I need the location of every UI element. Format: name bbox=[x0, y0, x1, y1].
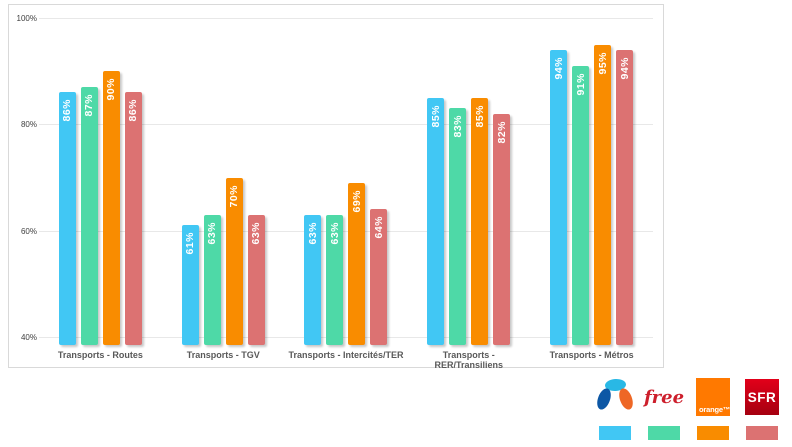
bar-sfr: 64% bbox=[370, 209, 388, 345]
bar-group: 63% 63% 69% 64% bbox=[285, 18, 408, 345]
free-logo-text: free bbox=[643, 386, 685, 408]
category-label: Transports - Routes bbox=[57, 350, 143, 360]
legend-swatch-bouygues bbox=[599, 426, 631, 440]
bar-sfr: 86% bbox=[124, 92, 142, 345]
bar-value-label: 63% bbox=[250, 221, 263, 245]
bar-value-label: 82% bbox=[495, 120, 508, 144]
bar-orange: 90% bbox=[102, 71, 120, 345]
bar-value-label: 63% bbox=[306, 221, 319, 245]
bar-value-label: 95% bbox=[596, 51, 609, 75]
bouygues-ellipse bbox=[616, 386, 636, 412]
legend-swatch-orange bbox=[697, 426, 729, 440]
bar-orange: 69% bbox=[348, 182, 366, 345]
bar-value-label: 70% bbox=[228, 184, 241, 208]
bar-group: 94% 91% 95% 94% bbox=[530, 18, 653, 345]
bar-value-label: 64% bbox=[372, 216, 385, 239]
bar-value-label: 63% bbox=[328, 221, 341, 245]
legend-item-free: free bbox=[643, 377, 685, 440]
sfr-logo-text: SFR bbox=[745, 379, 779, 415]
bar-value-label: 69% bbox=[350, 189, 363, 213]
bar-bouygues-telecom: 85% bbox=[427, 97, 445, 345]
bar-value-label: 90% bbox=[105, 78, 118, 101]
bar-bouygues-telecom: 86% bbox=[58, 92, 76, 345]
bar-free: 83% bbox=[449, 108, 467, 345]
legend-swatch-free bbox=[648, 426, 680, 440]
bar-orange: 70% bbox=[225, 177, 243, 345]
gridline bbox=[39, 337, 653, 338]
legend-item-orange: orange™ bbox=[694, 377, 732, 440]
bar-value-label: 86% bbox=[127, 99, 140, 122]
bar-value-label: 63% bbox=[206, 221, 219, 245]
bar-group: 61% 63% 70% 63% bbox=[162, 18, 285, 345]
operator-legend: free orange™ SFR bbox=[594, 377, 781, 440]
bar-value-label: 85% bbox=[429, 104, 442, 128]
bouygues-telecom-logo bbox=[594, 377, 636, 417]
gridline bbox=[39, 18, 653, 19]
plot-area: 86% 87% 90% 86% 61% 63% 70% 63% 63% 63% 69% 64% 85% 8… bbox=[39, 18, 653, 345]
bar-sfr: 82% bbox=[493, 113, 511, 345]
gridline bbox=[39, 124, 653, 126]
bar-free: 91% bbox=[572, 65, 590, 345]
bar-value-label: 94% bbox=[618, 56, 631, 80]
bar-value-label: 61% bbox=[184, 232, 197, 255]
bar-value-label: 83% bbox=[451, 115, 464, 138]
bar-value-label: 94% bbox=[552, 56, 565, 80]
y-tick-label: 60% bbox=[20, 226, 37, 236]
bar-sfr: 63% bbox=[247, 214, 265, 345]
bar-group: 86% 87% 90% 86% bbox=[39, 18, 162, 345]
bar-orange: 95% bbox=[594, 44, 612, 345]
orange-logo-text: orange™ bbox=[699, 405, 731, 414]
bar-free: 87% bbox=[80, 87, 98, 345]
bar-free: 63% bbox=[203, 214, 221, 345]
category-label: Transports - TGV bbox=[186, 350, 260, 360]
legend-item-bouygues bbox=[594, 377, 636, 440]
category-label: Transports - Métros bbox=[549, 350, 634, 360]
y-tick-label: 40% bbox=[20, 333, 37, 342]
bar-free: 63% bbox=[326, 214, 344, 345]
bar-bouygues-telecom: 94% bbox=[550, 49, 568, 345]
legend-swatch-sfr bbox=[746, 426, 778, 440]
category-label: Transports - RER/Transiliens bbox=[434, 350, 504, 370]
bar-value-label: 87% bbox=[83, 94, 96, 117]
bar-bouygues-telecom: 63% bbox=[304, 214, 322, 345]
bar-bouygues-telecom: 61% bbox=[181, 225, 199, 345]
bar-group: 85% 83% 85% 82% bbox=[407, 18, 530, 345]
bar-orange: 85% bbox=[471, 97, 489, 345]
free-logo: free bbox=[643, 377, 685, 417]
sfr-logo: SFR bbox=[743, 377, 781, 417]
y-tick-label: 80% bbox=[20, 120, 37, 130]
bar-value-label: 85% bbox=[473, 104, 486, 128]
x-axis-labels: Transports - Routes Transports - TGV Trans… bbox=[39, 350, 653, 370]
legend-item-sfr: SFR bbox=[743, 377, 781, 440]
bar-value-label: 86% bbox=[61, 99, 74, 122]
gridline bbox=[39, 230, 653, 232]
satisfaction-bar-chart: 86% 87% 90% 86% 61% 63% 70% 63% 63% 63% 69% 64% 85% 8… bbox=[8, 4, 664, 370]
bar-sfr: 94% bbox=[616, 49, 634, 345]
y-tick-label: 100% bbox=[16, 14, 37, 23]
orange-logo: orange™ bbox=[694, 377, 732, 417]
category-label: Transports - Intercités/TER bbox=[288, 350, 404, 360]
bar-value-label: 91% bbox=[574, 72, 587, 96]
